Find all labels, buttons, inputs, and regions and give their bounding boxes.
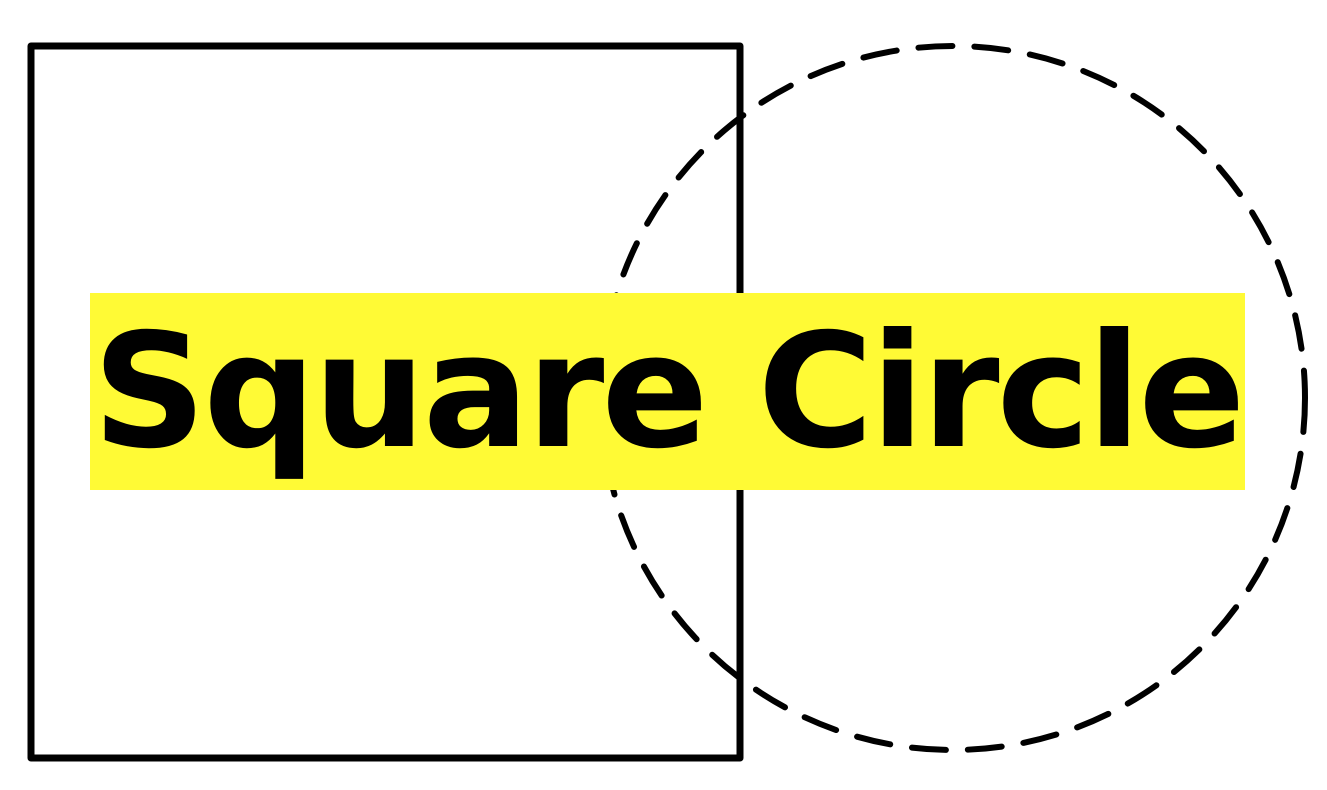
logo-wordmark: Square Circle bbox=[92, 299, 1245, 484]
wordmark-highlight bbox=[90, 293, 1245, 490]
dashed-circle-shape bbox=[598, 43, 1308, 753]
